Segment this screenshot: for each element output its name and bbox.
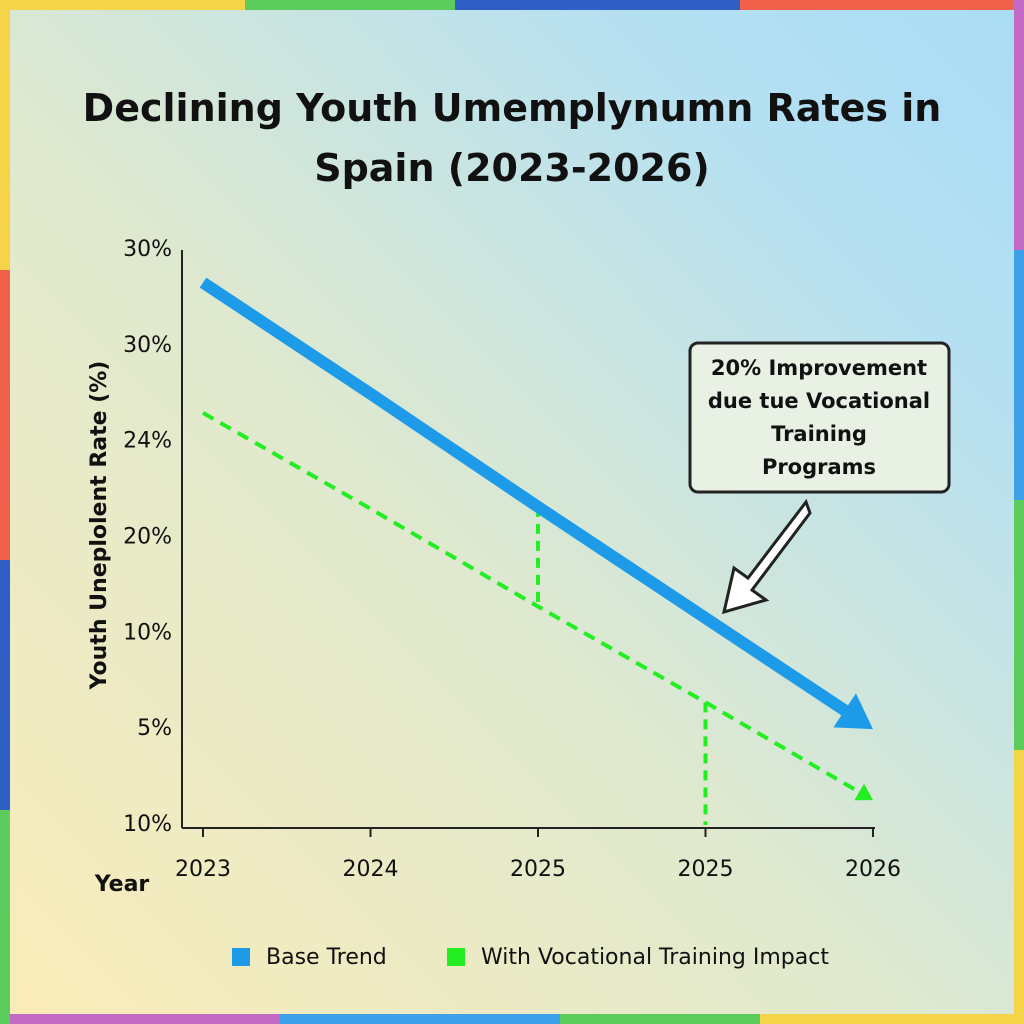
legend-swatch: [447, 948, 465, 966]
x-tick-label: 2025: [510, 857, 566, 882]
arrow-head: [854, 783, 873, 801]
annotation-text: Programs: [762, 455, 876, 479]
y-tick-label: 20%: [123, 525, 172, 550]
y-tick-label: 24%: [123, 429, 172, 454]
y-axis-title: Youth Uneplolent Rate (%): [87, 361, 112, 691]
arrow-head: [833, 693, 873, 730]
series-line: [199, 277, 860, 723]
x-axis-title: Year: [94, 872, 150, 897]
y-tick-label: 30%: [123, 237, 172, 262]
annotation-text: due tue Vocational: [708, 389, 930, 413]
annotation-text: 20% Improvement: [711, 356, 927, 380]
legend-label: With Vocational Training Impact: [481, 945, 829, 970]
legend-label: Base Trend: [266, 945, 387, 970]
x-tick-label: 2023: [175, 857, 231, 882]
y-tick-label: 5%: [137, 716, 172, 741]
y-tick-label: 10%: [123, 812, 172, 837]
series-line: [202, 411, 866, 797]
y-tick-label: 10%: [123, 620, 172, 645]
x-tick-label: 2024: [343, 857, 399, 882]
annotation-text: Training: [771, 422, 867, 446]
x-tick-label: 2025: [678, 857, 734, 882]
legend-swatch: [232, 948, 250, 966]
y-tick-label: 30%: [123, 333, 172, 358]
chart-title: Declining Youth Umemplynumn Rates in Spa…: [82, 86, 942, 190]
annotation-arrow: [721, 498, 812, 615]
annotation-box: [688, 341, 951, 494]
x-tick-label: 2026: [845, 857, 901, 882]
